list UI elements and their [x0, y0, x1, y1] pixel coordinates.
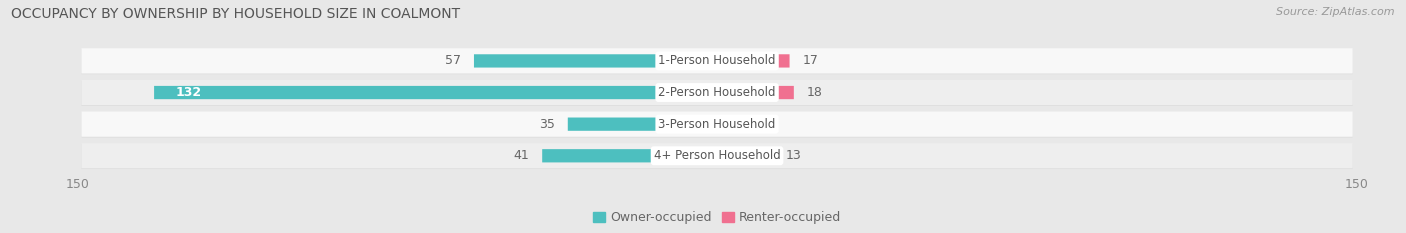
FancyBboxPatch shape: [543, 149, 717, 162]
FancyBboxPatch shape: [82, 143, 1353, 168]
FancyBboxPatch shape: [717, 149, 772, 162]
FancyBboxPatch shape: [717, 86, 794, 99]
Text: 13: 13: [786, 149, 801, 162]
Legend: Owner-occupied, Renter-occupied: Owner-occupied, Renter-occupied: [593, 211, 841, 224]
Text: OCCUPANCY BY OWNERSHIP BY HOUSEHOLD SIZE IN COALMONT: OCCUPANCY BY OWNERSHIP BY HOUSEHOLD SIZE…: [11, 7, 460, 21]
FancyBboxPatch shape: [82, 48, 1353, 74]
Text: Source: ZipAtlas.com: Source: ZipAtlas.com: [1277, 7, 1395, 17]
Text: 57: 57: [446, 55, 461, 67]
FancyBboxPatch shape: [82, 49, 1353, 74]
FancyBboxPatch shape: [717, 117, 721, 131]
Text: 1-Person Household: 1-Person Household: [658, 55, 776, 67]
Text: 18: 18: [807, 86, 823, 99]
Text: 4+ Person Household: 4+ Person Household: [654, 149, 780, 162]
FancyBboxPatch shape: [82, 81, 1353, 106]
FancyBboxPatch shape: [82, 112, 1353, 137]
FancyBboxPatch shape: [717, 54, 790, 68]
Text: 2-Person Household: 2-Person Household: [658, 86, 776, 99]
Text: 132: 132: [176, 86, 201, 99]
FancyBboxPatch shape: [568, 117, 717, 131]
Text: 1: 1: [734, 118, 742, 131]
FancyBboxPatch shape: [155, 86, 717, 99]
Text: 17: 17: [803, 55, 818, 67]
Text: 35: 35: [538, 118, 555, 131]
FancyBboxPatch shape: [474, 54, 717, 68]
FancyBboxPatch shape: [82, 80, 1353, 105]
FancyBboxPatch shape: [82, 144, 1353, 169]
Text: 3-Person Household: 3-Person Household: [658, 118, 776, 131]
Text: 41: 41: [513, 149, 530, 162]
FancyBboxPatch shape: [82, 112, 1353, 137]
